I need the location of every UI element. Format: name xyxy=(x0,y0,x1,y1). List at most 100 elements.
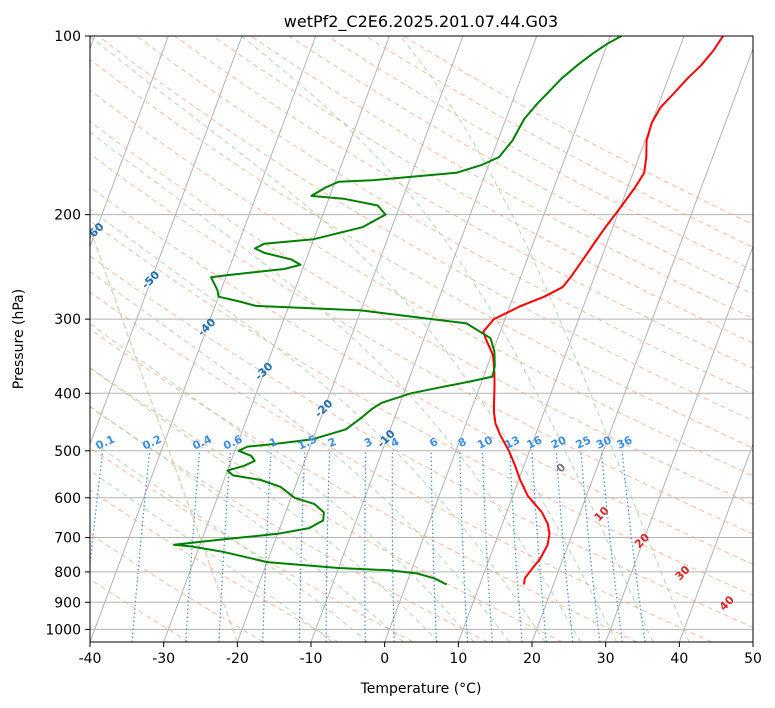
x-tick-label: 30 xyxy=(597,651,615,667)
y-tick-label: 500 xyxy=(54,444,81,460)
dry-adiabat-line xyxy=(90,255,753,628)
dry-adiabat-line xyxy=(90,366,563,642)
dry-adiabat-line xyxy=(90,153,753,535)
dry-adiabat-line xyxy=(90,89,753,477)
dry-adiabat-line xyxy=(90,578,190,642)
dry-adiabat-line xyxy=(212,36,753,344)
x-tick-label: -10 xyxy=(300,651,323,667)
isotherm-line xyxy=(384,36,611,642)
isotherm-line xyxy=(310,36,538,642)
x-tick-label: -40 xyxy=(79,651,102,667)
mixing-ratio-line xyxy=(364,450,367,642)
y-tick-label: 700 xyxy=(54,531,81,547)
mixing-ratio-label: 0.1 xyxy=(94,433,117,453)
dry-adiabat-line xyxy=(90,447,414,642)
moist-adiabat-line xyxy=(90,131,582,642)
mixing-ratio-line xyxy=(131,450,151,642)
isotherm-line xyxy=(236,36,464,642)
dry-adiabat-line xyxy=(327,36,753,271)
mixing-ratio-line xyxy=(481,450,493,642)
x-axis-label: Temperature (°C) xyxy=(360,681,482,697)
dry-adiabat-line xyxy=(97,36,753,422)
isotherm-line xyxy=(90,36,317,642)
dry-adiabat-line xyxy=(90,186,753,565)
plot-frame xyxy=(89,35,754,643)
mixing-ratio-label: 0.4 xyxy=(191,432,214,452)
dry-adiabat-line xyxy=(90,489,339,642)
moist-adiabat-line xyxy=(90,439,369,642)
dry-adiabat-line xyxy=(288,36,753,295)
isotherm-line xyxy=(457,36,685,642)
moist-adiabat-line xyxy=(90,208,546,642)
temperature-profile-line xyxy=(482,36,724,585)
mixing-ratio-line xyxy=(391,450,395,642)
x-tick-label: 20 xyxy=(523,651,541,667)
dry-adiabat-line xyxy=(90,328,638,642)
mixing-ratio-label: 2 xyxy=(326,435,338,450)
mixing-ratio-label: 20 xyxy=(549,433,569,451)
dry-adiabat-label: 30 xyxy=(673,563,693,583)
dry-adiabat-label: 20 xyxy=(632,531,652,551)
dry-adiabat-line xyxy=(250,36,753,319)
mixing-ratio-label: 25 xyxy=(574,434,593,452)
mixing-ratio-line xyxy=(262,450,272,642)
isotherm-line xyxy=(678,442,753,642)
mixing-ratio-label: 0.2 xyxy=(141,433,164,453)
mixing-ratio-line xyxy=(459,450,469,642)
x-tick-label: 10 xyxy=(449,651,467,667)
moist-adiabat-line xyxy=(240,36,654,642)
mixing-ratio-label: 8 xyxy=(456,435,468,450)
dry-adiabat-label: 40 xyxy=(717,593,737,613)
mixing-ratio-label: 13 xyxy=(503,433,522,451)
chart-title: wetPf2_C2E6.2025.201.07.44.G03 xyxy=(284,12,558,32)
x-tick-label: 50 xyxy=(744,651,762,667)
mixing-ratio-line xyxy=(600,450,623,642)
isotherm-label: -20 xyxy=(312,397,335,420)
isotherm-line xyxy=(752,640,753,642)
dry-adiabat-line xyxy=(90,406,488,642)
dry-adiabat-line xyxy=(174,36,753,369)
isotherm-line xyxy=(531,47,753,642)
mixing-ratio-line xyxy=(325,450,331,642)
isotherm-label: -60 xyxy=(83,220,106,243)
moist-adiabat-line xyxy=(90,270,510,642)
isotherm-line xyxy=(605,245,753,642)
isotherm-label: -70 xyxy=(26,177,49,200)
mixing-ratio-line xyxy=(555,450,574,642)
mixing-ratio-label: 30 xyxy=(594,433,614,451)
mixing-ratio-label: 1.5 xyxy=(296,433,319,453)
y-axis-label: Pressure (hPa) xyxy=(11,289,27,389)
mixing-ratio-label: 6 xyxy=(428,435,441,450)
dry-adiabat-line xyxy=(136,36,753,395)
y-tick-label: 300 xyxy=(54,312,81,328)
dry-adiabat-label: 0 xyxy=(554,460,569,475)
moist-adiabat-line xyxy=(90,36,618,642)
isotherm-line xyxy=(163,36,390,642)
mixing-ratio-line xyxy=(621,450,646,642)
dry-adiabat-line xyxy=(90,58,753,449)
mixing-ratio-line xyxy=(185,450,201,642)
dry-adiabat-line xyxy=(90,533,264,642)
isotherm-line xyxy=(90,36,243,446)
mixing-ratio-line xyxy=(430,450,437,642)
dry-adiabat-line xyxy=(90,291,712,642)
isotherm-line xyxy=(90,36,169,248)
dewpoint-profile-line xyxy=(173,36,622,586)
x-tick-label: -20 xyxy=(226,651,249,667)
y-tick-label: 800 xyxy=(54,565,81,581)
mixing-ratio-line xyxy=(531,450,547,642)
moist-adiabat-line xyxy=(399,36,690,642)
mixing-ratio-line xyxy=(90,450,104,569)
mixing-ratio-label: 16 xyxy=(525,433,545,451)
mixing-ratio-line xyxy=(580,450,601,642)
moist-adiabat-line xyxy=(90,405,404,642)
moist-adiabat-line xyxy=(90,323,475,642)
isotherm-label: -50 xyxy=(139,268,162,291)
x-tick-label: 0 xyxy=(380,651,389,667)
mixing-ratio-line xyxy=(509,450,523,642)
mixing-ratio-line xyxy=(218,450,231,642)
y-tick-label: 200 xyxy=(54,208,81,224)
y-tick-label: 1000 xyxy=(45,622,81,638)
y-tick-label: 400 xyxy=(54,386,81,402)
